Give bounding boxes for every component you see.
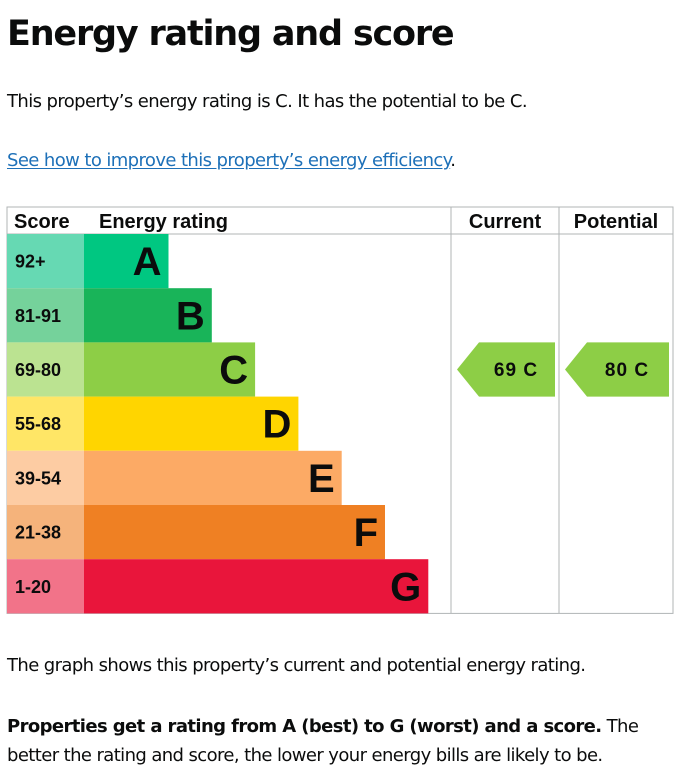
header-energy-rating: Energy rating bbox=[99, 211, 228, 233]
band-bar-g bbox=[84, 559, 429, 614]
band-letter-g: G bbox=[390, 565, 421, 609]
score-cell-e bbox=[7, 450, 84, 505]
current-rating-label: 69 C bbox=[494, 360, 538, 381]
rating-summary: This property’s energy rating is C. It h… bbox=[7, 91, 528, 112]
score-cell-b bbox=[7, 288, 84, 343]
current-rating-arrow bbox=[457, 342, 555, 397]
improve-link-line: See how to improve this property’s energ… bbox=[7, 147, 456, 175]
rating-explanation-bold: Properties get a rating from A (best) to… bbox=[7, 716, 602, 737]
band-letter-e: E bbox=[308, 457, 335, 501]
potential-rating-arrow bbox=[565, 342, 669, 397]
score-range-f: 21-38 bbox=[15, 523, 61, 543]
header-potential: Potential bbox=[574, 211, 658, 233]
band-bar-c bbox=[84, 342, 256, 397]
rating-explanation: Properties get a rating from A (best) to… bbox=[7, 712, 675, 770]
band-letter-c: C bbox=[219, 349, 248, 393]
band-letter-a: A bbox=[133, 240, 162, 284]
band-bar-d bbox=[84, 396, 299, 451]
score-range-a: 92+ bbox=[15, 252, 46, 272]
band-letter-b: B bbox=[176, 294, 205, 338]
score-range-c: 69-80 bbox=[15, 360, 61, 380]
score-cell-a bbox=[7, 234, 84, 289]
score-range-b: 81-91 bbox=[15, 306, 61, 326]
energy-rating-chart: Score Energy rating Current Potential 92+ A 81… bbox=[6, 206, 674, 614]
score-range-g: 1-20 bbox=[15, 577, 51, 597]
potential-rating-label: 80 C bbox=[605, 360, 649, 381]
graph-description: The graph shows this property’s current … bbox=[7, 655, 586, 676]
header-score: Score bbox=[14, 211, 70, 233]
band-bar-b bbox=[84, 288, 212, 343]
score-cell-g bbox=[7, 559, 84, 614]
score-range-e: 39-54 bbox=[15, 468, 61, 488]
band-letter-f: F bbox=[354, 511, 378, 555]
header-current: Current bbox=[469, 211, 542, 233]
band-bar-f bbox=[84, 505, 385, 560]
band-bar-e bbox=[84, 450, 342, 505]
score-cell-d bbox=[7, 396, 84, 451]
score-cell-c bbox=[7, 342, 84, 397]
score-cell-f bbox=[7, 505, 84, 560]
band-bar-a bbox=[84, 234, 169, 289]
score-range-d: 55-68 bbox=[15, 414, 61, 434]
page-title: Energy rating and score bbox=[7, 14, 455, 54]
improve-efficiency-link[interactable]: See how to improve this property’s energ… bbox=[7, 150, 451, 171]
improve-link-suffix: . bbox=[450, 150, 456, 171]
band-letter-d: D bbox=[263, 403, 292, 447]
rating-explanation-rest: The better the rating and score, the low… bbox=[7, 716, 639, 766]
